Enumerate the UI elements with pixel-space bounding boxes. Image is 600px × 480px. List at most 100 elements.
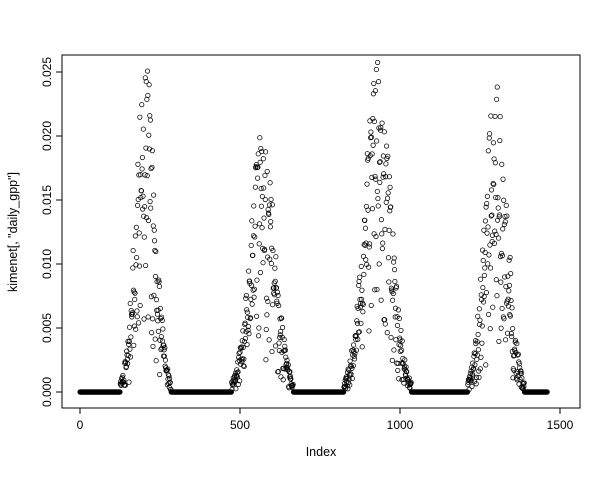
data-point (267, 224, 273, 230)
data-point (122, 382, 129, 388)
data-point (282, 343, 288, 349)
data-point (395, 307, 401, 313)
data-point (275, 368, 281, 375)
data-point (514, 377, 520, 383)
data-point (488, 213, 494, 219)
data-point (468, 378, 474, 384)
data-point (477, 366, 483, 372)
data-point (368, 134, 375, 140)
data-point (386, 279, 392, 285)
data-point (382, 226, 388, 233)
data-point (262, 172, 268, 179)
data-point (150, 343, 156, 349)
plot-border (61, 54, 581, 409)
data-point (270, 248, 276, 254)
data-point (381, 129, 387, 135)
data-point (514, 341, 520, 347)
data-point (242, 320, 248, 326)
data-point (266, 337, 272, 343)
x-tick-label: 500 (230, 418, 250, 432)
data-point (150, 316, 156, 322)
data-point (142, 204, 148, 210)
data-point (145, 92, 151, 99)
data-point (373, 176, 379, 182)
data-point (512, 337, 519, 344)
data-point (371, 118, 377, 125)
data-point (131, 323, 137, 329)
data-point (379, 245, 385, 252)
data-point (505, 296, 511, 302)
data-point (244, 307, 250, 313)
data-point (255, 164, 261, 170)
data-point (476, 374, 482, 380)
data-point (167, 379, 173, 385)
data-point (357, 304, 363, 310)
data-point (263, 295, 270, 301)
data-point (380, 240, 386, 246)
data-point (275, 292, 281, 299)
data-point (245, 327, 251, 333)
data-point (255, 333, 262, 339)
data-point (478, 276, 484, 282)
data-point (125, 361, 131, 367)
data-point (245, 323, 251, 330)
data-point (268, 261, 274, 267)
data-point (386, 227, 392, 233)
data-point (493, 194, 499, 201)
data-point (134, 308, 140, 314)
data-point (155, 328, 161, 334)
data-point (347, 382, 353, 388)
data-point (509, 305, 515, 311)
data-point (498, 325, 504, 331)
data-point (254, 313, 260, 319)
data-point (256, 241, 262, 247)
data-point (148, 166, 154, 172)
data-point (241, 339, 248, 345)
data-point (397, 348, 403, 354)
x-axis-label: Index (306, 445, 337, 459)
data-point (388, 204, 394, 210)
data-point (152, 336, 158, 342)
data-point (251, 286, 257, 292)
data-point (282, 347, 289, 353)
data-point (236, 350, 242, 356)
data-point (357, 296, 363, 303)
data-point (510, 375, 516, 381)
data-point (482, 249, 488, 256)
data-point (383, 161, 389, 167)
data-point (267, 256, 273, 262)
data-point (510, 325, 516, 332)
data-point (121, 377, 127, 383)
data-point (494, 293, 500, 299)
data-point (544, 389, 550, 395)
data-point (388, 285, 394, 291)
data-point (349, 365, 355, 371)
data-point (487, 265, 494, 271)
data-point (373, 66, 379, 73)
data-point (127, 300, 133, 307)
data-point (485, 224, 491, 230)
data-point (359, 300, 366, 306)
data-point (399, 347, 405, 353)
data-point (278, 328, 284, 335)
data-point (133, 262, 139, 268)
data-point (364, 181, 370, 187)
data-point (353, 337, 359, 343)
data-point (484, 230, 490, 236)
data-point (151, 238, 158, 244)
data-point (244, 341, 250, 348)
data-point (359, 287, 365, 293)
data-point (377, 179, 383, 185)
data-point (140, 193, 146, 199)
data-point (351, 356, 358, 362)
data-point (372, 287, 378, 293)
data-point (143, 79, 149, 85)
data-point (162, 345, 168, 351)
data-point (502, 274, 508, 280)
data-point (503, 337, 509, 343)
data-point (268, 219, 274, 225)
data-point (493, 231, 499, 238)
data-point (391, 347, 397, 353)
data-point (396, 315, 402, 322)
